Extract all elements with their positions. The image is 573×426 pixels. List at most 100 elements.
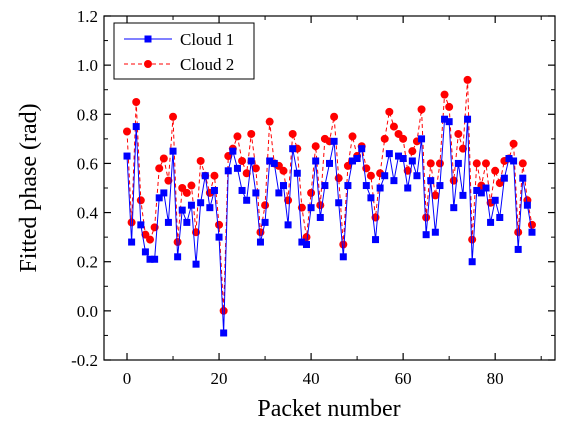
data-point-cloud-2 xyxy=(518,159,527,168)
data-point-cloud-1 xyxy=(279,182,287,190)
y-tick-label: 1.2 xyxy=(77,7,98,26)
data-point-cloud-2 xyxy=(435,159,444,168)
data-point-cloud-2 xyxy=(481,159,490,168)
data-point-cloud-1 xyxy=(381,172,389,180)
data-point-cloud-1 xyxy=(256,238,264,246)
data-point-cloud-1 xyxy=(261,218,269,226)
data-point-cloud-1 xyxy=(141,248,149,256)
data-point-cloud-1 xyxy=(266,157,274,165)
data-point-cloud-2 xyxy=(454,129,463,138)
data-point-cloud-1 xyxy=(399,155,407,163)
data-point-cloud-2 xyxy=(215,220,224,229)
data-point-cloud-1 xyxy=(464,115,472,123)
data-point-cloud-2 xyxy=(238,156,247,165)
data-point-cloud-2 xyxy=(445,102,454,111)
data-point-cloud-2 xyxy=(164,176,173,185)
data-point-cloud-1 xyxy=(487,218,495,226)
data-point-cloud-1 xyxy=(468,258,476,266)
data-point-cloud-1 xyxy=(344,182,352,190)
data-point-cloud-1 xyxy=(174,253,182,261)
data-point-cloud-1 xyxy=(284,221,292,229)
data-point-cloud-1 xyxy=(339,253,347,261)
data-point-cloud-2 xyxy=(307,188,316,197)
data-point-cloud-1 xyxy=(358,145,366,153)
data-point-cloud-1 xyxy=(450,204,458,212)
data-point-cloud-2 xyxy=(242,169,251,178)
data-point-cloud-1 xyxy=(349,157,357,165)
data-point-cloud-2 xyxy=(399,134,408,143)
y-axis-title: Fitted phase (rad) xyxy=(16,103,42,272)
data-point-cloud-2 xyxy=(196,156,205,165)
data-point-cloud-1 xyxy=(362,182,370,190)
data-point-cloud-1 xyxy=(215,233,223,241)
y-tick-label: 0.8 xyxy=(77,105,98,124)
x-tick-label: 20 xyxy=(211,369,228,388)
data-point-cloud-1 xyxy=(528,228,536,236)
data-point-cloud-1 xyxy=(298,238,306,246)
legend: Cloud 1 Cloud 2 xyxy=(113,22,255,80)
data-point-cloud-2 xyxy=(251,164,260,173)
data-point-cloud-1 xyxy=(404,184,412,192)
data-point-cloud-1 xyxy=(326,159,333,167)
data-point-cloud-1 xyxy=(128,238,136,246)
data-point-cloud-1 xyxy=(312,157,320,165)
y-tick-label: 0.0 xyxy=(77,302,98,321)
data-point-cloud-1 xyxy=(206,204,214,212)
data-point-cloud-1 xyxy=(275,189,283,197)
legend-box xyxy=(113,22,255,80)
data-point-cloud-1 xyxy=(151,255,159,263)
data-point-cloud-1 xyxy=(427,177,435,185)
data-point-cloud-1 xyxy=(473,186,481,194)
data-point-cloud-1 xyxy=(436,182,444,190)
data-point-cloud-2 xyxy=(123,127,132,136)
data-point-cloud-1 xyxy=(496,213,504,221)
data-point-cloud-1 xyxy=(233,164,241,172)
data-point-cloud-1 xyxy=(238,186,246,194)
data-point-cloud-2 xyxy=(422,213,431,222)
data-point-cloud-2 xyxy=(509,139,518,148)
data-point-cloud-1 xyxy=(201,172,209,180)
x-axis-title: Packet number xyxy=(257,396,400,422)
data-point-cloud-2 xyxy=(182,188,191,197)
data-point-cloud-2 xyxy=(169,112,178,121)
data-point-cloud-1 xyxy=(321,182,329,190)
data-point-cloud-1 xyxy=(229,147,237,155)
data-point-cloud-2 xyxy=(279,166,288,175)
data-point-cloud-2 xyxy=(431,191,440,200)
data-point-cloud-1 xyxy=(390,177,398,185)
data-point-cloud-2 xyxy=(132,98,141,106)
data-point-cloud-1 xyxy=(132,123,140,131)
data-point-cloud-1 xyxy=(367,194,375,202)
data-point-cloud-1 xyxy=(523,201,531,209)
data-point-cloud-1 xyxy=(413,172,421,180)
data-point-cloud-1 xyxy=(183,218,191,226)
data-point-cloud-1 xyxy=(491,196,499,204)
data-point-cloud-1 xyxy=(178,206,186,214)
data-point-cloud-2 xyxy=(385,107,394,116)
data-point-cloud-2 xyxy=(155,164,164,173)
data-point-cloud-1 xyxy=(418,135,426,143)
data-point-cloud-1 xyxy=(160,189,168,197)
data-point-cloud-1 xyxy=(197,199,205,207)
data-point-cloud-1 xyxy=(431,228,439,236)
data-point-cloud-1 xyxy=(123,152,131,160)
data-point-cloud-1 xyxy=(500,174,508,182)
data-point-cloud-2 xyxy=(261,201,270,210)
data-point-cloud-2 xyxy=(440,90,449,99)
data-point-cloud-1 xyxy=(385,150,393,158)
data-point-cloud-1 xyxy=(270,159,278,167)
data-point-cloud-1 xyxy=(459,191,467,199)
x-tick-label: 80 xyxy=(487,369,504,388)
data-point-cloud-1 xyxy=(408,157,416,165)
data-point-cloud-1 xyxy=(252,189,260,197)
data-point-cloud-2 xyxy=(210,171,219,180)
ticks xyxy=(104,15,555,361)
data-point-cloud-1 xyxy=(510,157,518,165)
data-point-cloud-1 xyxy=(137,221,145,229)
data-point-cloud-2 xyxy=(233,132,242,141)
data-point-cloud-2 xyxy=(330,112,339,121)
y-tick-label: 1.0 xyxy=(77,56,98,75)
data-point-cloud-2 xyxy=(366,171,375,180)
x-tick-label: 0 xyxy=(123,369,132,388)
